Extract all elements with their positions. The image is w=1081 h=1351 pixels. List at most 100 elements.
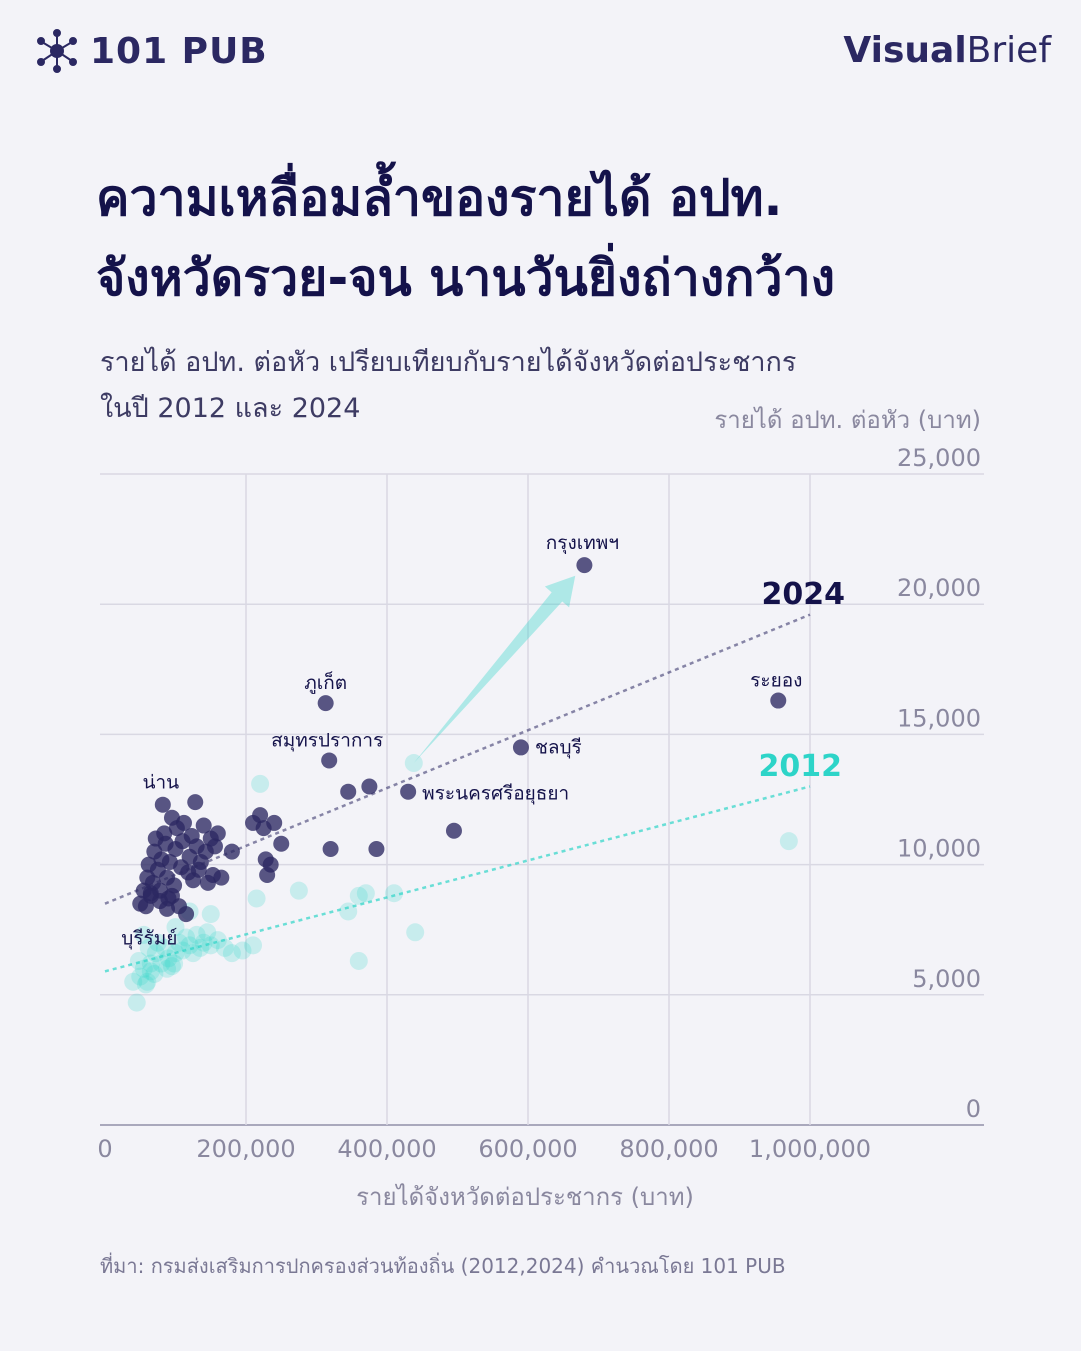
y-tick-label: 15,000	[897, 704, 981, 732]
data-point-2012	[139, 938, 158, 957]
data-point-2012	[124, 972, 143, 991]
data-point-2024	[175, 814, 192, 831]
subtitle-line-2: ในปี 2012 และ 2024	[100, 393, 361, 424]
data-point-2012	[136, 975, 155, 994]
data-point-2012	[406, 923, 425, 942]
annotation-label: บุรีรัมย์	[121, 928, 177, 951]
bangkok-arrow	[413, 575, 576, 764]
series-label-2012: 2012	[759, 749, 843, 784]
annotation-label: สมุทรปราการ	[271, 729, 383, 752]
logo-brief: Brief	[966, 30, 1051, 71]
y-tick-label: 5,000	[912, 965, 981, 993]
data-point-2012	[177, 928, 196, 947]
brand-logo: 101 PUB	[34, 28, 268, 74]
annotation-label: น่าน	[142, 772, 179, 794]
data-point-2024	[400, 783, 417, 800]
data-point-2012	[141, 962, 160, 981]
y-tick-label: 20,000	[897, 574, 981, 602]
subtitle-line-1: รายได้ อปท. ต่อหัว เปรียบเทียบกับรายได้จ…	[100, 347, 797, 378]
x-axis-label: รายได้จังหวัดต่อประชากร (บาท)	[356, 1183, 694, 1211]
data-point-2012	[134, 925, 153, 944]
data-point-2012	[184, 944, 203, 963]
annotation-label: พระนครศรีอยุธยา	[422, 783, 569, 806]
data-point-2012	[349, 951, 368, 970]
data-point-2012	[339, 902, 358, 921]
data-point-2024	[223, 843, 240, 860]
data-point-2012	[201, 936, 220, 955]
page-title: ความเหลื่อมล้ำของรายได้ อปท. จังหวัดรวย-…	[96, 158, 1036, 318]
data-point-2012	[222, 944, 241, 963]
data-point-2012	[158, 959, 177, 978]
data-point-2024	[159, 900, 176, 917]
data-point-2024	[137, 898, 154, 915]
x-tick-label: 400,000	[337, 1135, 436, 1163]
x-tick-label: 200,000	[196, 1135, 295, 1163]
data-point-2024	[445, 822, 462, 839]
source-note: ที่มา: กรมส่งเสริมการปกครองส่วนท้องถิ่น …	[100, 1254, 786, 1278]
trend-line-2024	[104, 613, 811, 905]
data-point-2024	[163, 887, 180, 904]
data-point-2024	[178, 906, 195, 923]
data-point-2024	[368, 840, 385, 857]
data-point-2012	[146, 944, 165, 963]
data-point-2024	[361, 778, 378, 795]
data-point-2012	[201, 905, 220, 924]
data-point-2012	[289, 881, 308, 900]
data-point-2024	[187, 794, 204, 811]
data-point-2012	[198, 923, 217, 942]
data-point-2012	[165, 954, 184, 973]
annotation-label: ภูเก็ต	[304, 670, 347, 694]
data-point-2024	[512, 739, 529, 756]
data-point-2012	[159, 949, 178, 968]
data-point-2024	[142, 885, 159, 902]
data-point-2012	[131, 967, 150, 986]
data-point-2024	[576, 557, 593, 574]
data-point-2024	[273, 835, 290, 852]
data-point-2024	[213, 869, 230, 886]
data-point-2012	[194, 933, 213, 952]
x-tick-label: 600,000	[478, 1135, 577, 1163]
data-point-2012	[155, 938, 174, 957]
data-point-2012	[251, 774, 270, 793]
visualbrief-logo: VisualBrief	[843, 30, 1051, 71]
data-point-2012	[247, 889, 266, 908]
data-point-2012	[134, 959, 153, 978]
data-point-2012	[166, 918, 185, 937]
data-point-2012	[233, 941, 252, 960]
brand-name: 101 PUB	[90, 30, 268, 72]
data-point-2012	[145, 964, 164, 983]
data-point-2012	[129, 951, 148, 970]
data-point-2012	[244, 936, 263, 955]
logo-visual: Visual	[843, 30, 967, 71]
data-point-2012	[170, 933, 189, 952]
data-point-2024	[266, 814, 283, 831]
data-point-2024	[262, 856, 279, 873]
y-axis-label: รายได้ อปท. ต่อหัว (บาท)	[714, 406, 981, 434]
data-point-2012	[215, 938, 234, 957]
data-point-2024	[340, 783, 357, 800]
data-point-2012	[127, 993, 146, 1012]
data-point-2012	[141, 954, 160, 973]
data-point-2012	[187, 925, 206, 944]
data-point-2024	[206, 838, 223, 855]
x-tick-label: 1,000,000	[749, 1135, 871, 1163]
data-point-2012	[349, 886, 368, 905]
network-icon	[37, 29, 77, 73]
data-point-2024	[209, 825, 226, 842]
data-point-2012	[404, 754, 423, 773]
subtitle: รายได้ อปท. ต่อหัว เปรียบเทียบกับรายได้จ…	[100, 340, 1000, 432]
data-point-2012	[138, 972, 157, 991]
data-point-2012	[166, 944, 185, 963]
data-point-2012	[191, 938, 210, 957]
data-point-2024	[770, 692, 787, 709]
x-tick-label: 0	[97, 1135, 112, 1163]
data-point-2012	[180, 936, 199, 955]
title-line-1: ความเหลื่อมล้ำของรายได้ อปท.	[96, 169, 783, 227]
data-point-2012	[173, 941, 192, 960]
data-point-2012	[208, 931, 227, 950]
series-label-2024: 2024	[762, 577, 846, 612]
data-point-2024	[321, 752, 338, 769]
data-point-2012	[356, 884, 375, 903]
x-tick-label: 800,000	[619, 1135, 718, 1163]
